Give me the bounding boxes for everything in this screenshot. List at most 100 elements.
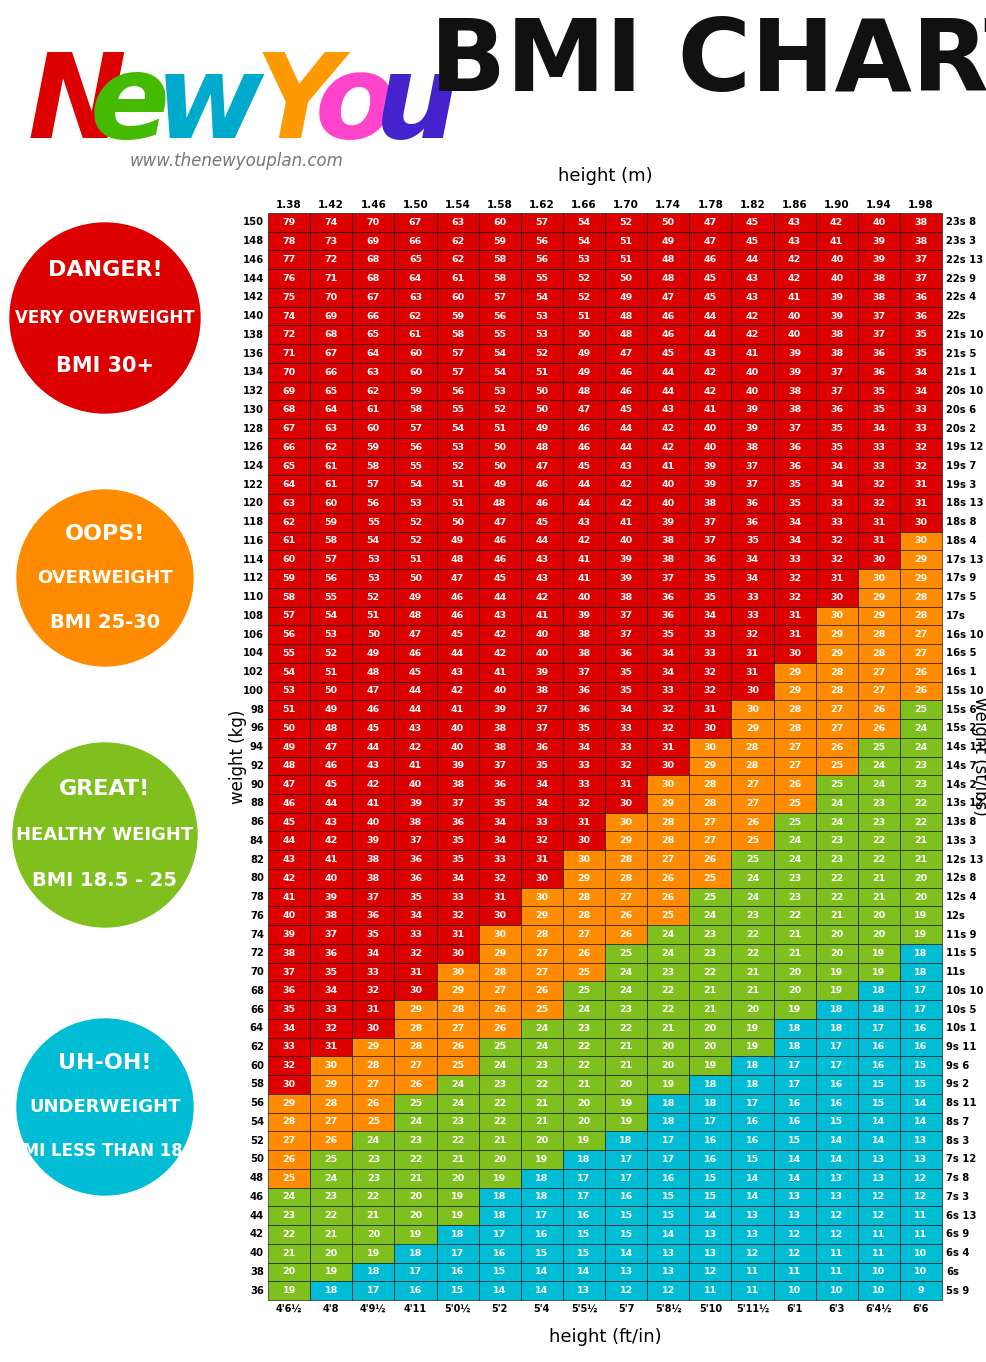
- Bar: [394, 625, 437, 644]
- Text: 14: 14: [745, 1174, 759, 1182]
- Bar: [521, 588, 563, 606]
- Text: 13: 13: [914, 1136, 928, 1145]
- Bar: [268, 494, 311, 513]
- Text: 24: 24: [282, 1192, 296, 1201]
- Bar: [563, 362, 605, 381]
- Bar: [605, 663, 647, 681]
- Text: 29: 29: [914, 556, 928, 564]
- Bar: [815, 326, 858, 345]
- Bar: [563, 1207, 605, 1224]
- Text: 53: 53: [451, 443, 464, 452]
- Text: 23: 23: [662, 967, 674, 977]
- Bar: [647, 251, 689, 270]
- Text: 37: 37: [873, 331, 885, 339]
- Bar: [311, 513, 352, 531]
- Text: 49: 49: [324, 706, 338, 714]
- Bar: [732, 663, 773, 681]
- Bar: [605, 362, 647, 381]
- Bar: [563, 588, 605, 606]
- Text: 52: 52: [578, 293, 591, 302]
- Text: 27: 27: [662, 855, 674, 864]
- Bar: [647, 1113, 689, 1132]
- Bar: [394, 1132, 437, 1150]
- Text: 24: 24: [745, 874, 759, 883]
- Bar: [311, 550, 352, 569]
- Text: 39: 39: [704, 462, 717, 470]
- Text: 34: 34: [283, 1024, 296, 1032]
- Text: 37: 37: [409, 836, 422, 846]
- Text: 58: 58: [493, 274, 507, 283]
- Bar: [900, 419, 942, 439]
- Bar: [394, 963, 437, 982]
- Bar: [773, 1094, 815, 1113]
- Text: 61: 61: [282, 537, 296, 545]
- Bar: [394, 1094, 437, 1113]
- Text: 23: 23: [830, 836, 843, 846]
- Bar: [732, 775, 773, 794]
- Bar: [437, 287, 478, 306]
- Text: 7s 8: 7s 8: [946, 1173, 969, 1184]
- Text: 27: 27: [830, 706, 843, 714]
- Text: 5'4: 5'4: [533, 1303, 550, 1314]
- Text: 14: 14: [662, 1230, 674, 1239]
- Bar: [732, 907, 773, 925]
- Text: 21: 21: [282, 1249, 296, 1257]
- Text: 14: 14: [745, 1192, 759, 1201]
- Text: 18: 18: [830, 1005, 843, 1013]
- Bar: [900, 475, 942, 494]
- Bar: [815, 944, 858, 963]
- Bar: [689, 907, 732, 925]
- Text: 47: 47: [324, 742, 338, 752]
- Text: 41: 41: [788, 293, 802, 302]
- Text: 14: 14: [619, 1249, 633, 1257]
- Bar: [900, 1169, 942, 1188]
- Bar: [521, 419, 563, 439]
- Bar: [437, 1150, 478, 1169]
- Text: 42: 42: [282, 874, 296, 883]
- Text: 35: 35: [788, 498, 801, 508]
- Text: 40: 40: [745, 368, 759, 377]
- Text: 45: 45: [662, 349, 674, 358]
- Text: 44: 44: [704, 331, 717, 339]
- Text: 30: 30: [704, 723, 717, 733]
- Text: 16s 10: 16s 10: [946, 629, 983, 640]
- Bar: [311, 738, 352, 756]
- Text: 39: 39: [409, 799, 422, 808]
- Text: GREAT!: GREAT!: [59, 779, 151, 799]
- Text: height (m): height (m): [558, 168, 653, 185]
- Bar: [311, 700, 352, 719]
- Text: 36: 36: [250, 1286, 264, 1295]
- Text: 21: 21: [324, 1230, 338, 1239]
- Bar: [900, 756, 942, 775]
- Bar: [394, 1150, 437, 1169]
- Text: 5'10: 5'10: [699, 1303, 722, 1314]
- Text: 37: 37: [914, 255, 928, 264]
- Text: 22s: 22s: [946, 311, 965, 321]
- Bar: [815, 831, 858, 850]
- Bar: [689, 494, 732, 513]
- Bar: [689, 251, 732, 270]
- Text: 42: 42: [535, 592, 548, 602]
- Text: 13: 13: [662, 1268, 674, 1276]
- Bar: [773, 456, 815, 475]
- Text: 67: 67: [324, 349, 338, 358]
- Text: 20: 20: [409, 1192, 422, 1201]
- Text: 13: 13: [704, 1230, 717, 1239]
- Bar: [858, 326, 900, 345]
- Text: 24: 24: [619, 986, 633, 996]
- Bar: [647, 738, 689, 756]
- Bar: [437, 513, 478, 531]
- Text: 37: 37: [914, 274, 928, 283]
- Bar: [521, 569, 563, 588]
- Bar: [521, 1019, 563, 1038]
- Bar: [773, 606, 815, 625]
- Bar: [815, 345, 858, 362]
- Bar: [773, 475, 815, 494]
- Text: 19: 19: [578, 1136, 591, 1145]
- Text: 31: 31: [873, 537, 885, 545]
- Text: 61: 61: [324, 481, 338, 489]
- Text: 55: 55: [451, 406, 464, 414]
- Text: 34: 34: [535, 799, 548, 808]
- Bar: [732, 888, 773, 907]
- Bar: [311, 345, 352, 362]
